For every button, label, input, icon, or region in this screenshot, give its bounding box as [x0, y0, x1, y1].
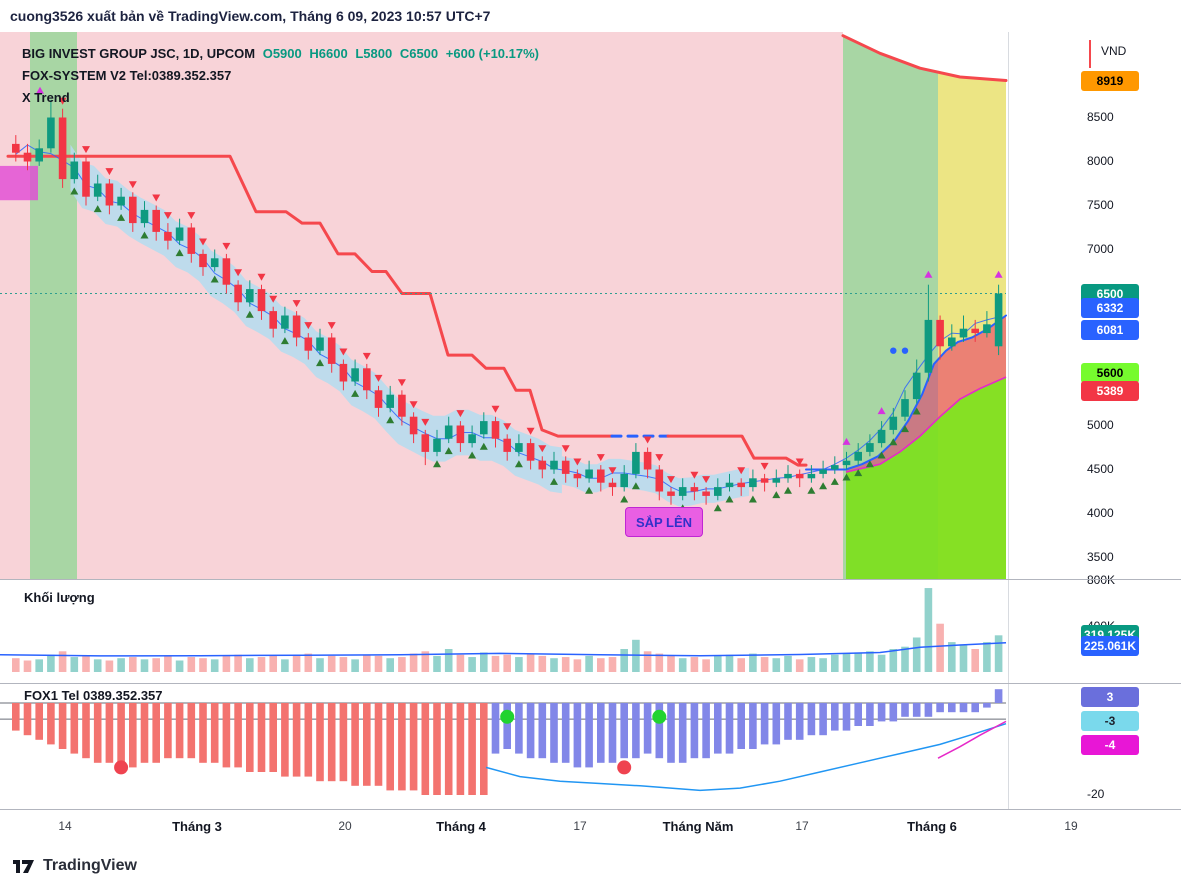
price-badge: 6081 [1081, 320, 1139, 341]
divider-volume-fox [0, 683, 1181, 684]
red-trend-axis-tick [1089, 40, 1091, 68]
symbol-title: BIG INVEST GROUP JSC, 1D, UPCOM [22, 46, 256, 61]
time-label: 20 [338, 819, 352, 833]
volume-panel-label[interactable]: Khối lượng [24, 590, 95, 605]
time-label: Tháng 6 [907, 819, 957, 834]
axis-tick-label: 3500 [1087, 549, 1114, 564]
fox1-badge: -3 [1081, 711, 1139, 731]
divider-fox-timeaxis [0, 809, 1181, 810]
ohlc-close: C6500 [399, 46, 439, 61]
ohlc-low: L5800 [355, 46, 393, 61]
ohlc-high: H6600 [309, 46, 348, 61]
price-badge: 6332 [1081, 298, 1139, 319]
tradingview-brand-text: TradingView [43, 857, 137, 874]
axis-tick-label: 8500 [1087, 109, 1114, 124]
ohlc-open: O5900 [262, 46, 302, 61]
x-trend-legend[interactable]: X Trend [22, 90, 70, 105]
axis-tick-label: 4500 [1087, 461, 1114, 476]
volume-panel-canvas[interactable] [0, 580, 1008, 684]
axis-tick-label: 7000 [1087, 241, 1114, 256]
axis-tick-label: -20 [1087, 787, 1105, 801]
publish-header: cuong3526 xuất bản về TradingView.com, T… [0, 0, 1181, 32]
price-axis[interactable]: VND 8500 8000 7500 7000 5000 4500 4000 3500 8919… [1008, 32, 1181, 810]
time-label: Tháng Năm [662, 819, 734, 834]
currency-unit-label: VND [1101, 44, 1127, 58]
price-badge: 5600 [1081, 362, 1139, 383]
time-label: Tháng 3 [172, 819, 222, 834]
sap-len-annotation: SẮP LÊN [625, 507, 703, 537]
axis-tick-label: 7500 [1087, 197, 1114, 212]
ohlc-change: +600 (+10.17%) [445, 46, 539, 61]
footer: TradingView [0, 846, 1181, 886]
fox1-panel-canvas[interactable] [0, 684, 1008, 810]
volume-badge: 225.061K [1081, 636, 1139, 657]
time-label: 17 [573, 819, 587, 833]
time-axis[interactable]: 14 Tháng 3 20 Tháng 4 17 Tháng Năm 17 Tháng 6 19 [0, 810, 1181, 846]
price-badge: 5389 [1081, 381, 1139, 402]
fox1-badge: 3 [1081, 687, 1139, 707]
time-label: 17 [795, 819, 809, 833]
time-label: Tháng 4 [436, 819, 486, 834]
time-label: 14 [58, 819, 72, 833]
axis-tick-label: 800K [1087, 573, 1116, 587]
divider-main-volume [0, 579, 1181, 580]
time-label: 19 [1064, 819, 1078, 833]
main-chart-canvas[interactable] [0, 32, 1008, 580]
main-legend[interactable]: BIG INVEST GROUP JSC, 1D, UPCOM O5900 H6… [22, 46, 539, 61]
price-badge: 8919 [1081, 70, 1139, 91]
axis-tick-label: 4000 [1087, 505, 1114, 520]
axis-tick-label: 5000 [1087, 417, 1114, 432]
tradingview-logo-icon [13, 860, 34, 873]
fox1-panel-label[interactable]: FOX1 Tel 0389.352.357 [24, 688, 163, 703]
fox1-badge: -4 [1081, 735, 1139, 755]
publish-header-text: cuong3526 xuất bản về TradingView.com, T… [10, 8, 491, 24]
axis-tick-label: 8000 [1087, 153, 1114, 168]
fox-system-legend[interactable]: FOX-SYSTEM V2 Tel:0389.352.357 [22, 68, 232, 83]
